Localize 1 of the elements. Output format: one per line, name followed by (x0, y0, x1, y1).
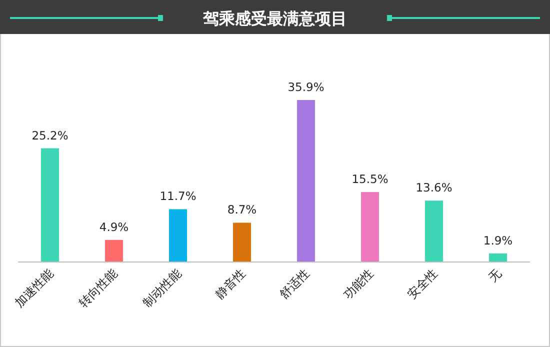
title: 驾乘感受最满意项目 (203, 9, 347, 28)
